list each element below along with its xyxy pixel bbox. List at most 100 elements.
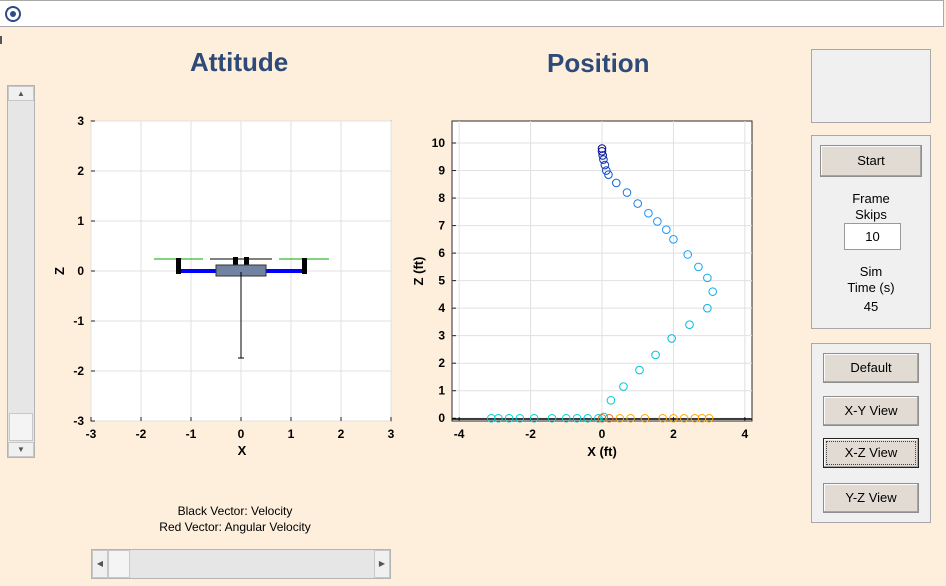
position-xtick-label: 0 — [599, 427, 606, 441]
rear-motor — [244, 257, 249, 274]
position-xtick-label: -2 — [525, 427, 536, 441]
position-ytick-label: 4 — [438, 301, 445, 315]
scroll-right-arrow-icon[interactable]: ▶ — [374, 550, 390, 578]
xy-view-button[interactable]: X-Y View — [823, 396, 919, 426]
trajectory-point — [599, 412, 609, 422]
horizontal-scrollbar[interactable]: ◀ ▶ — [91, 549, 391, 579]
trajectory-point — [597, 146, 607, 156]
trajectory-point — [597, 144, 607, 153]
frame-skips-label-1: Frame — [852, 191, 890, 206]
position-ytick-label: 3 — [438, 329, 445, 343]
trajectory-point — [694, 262, 703, 272]
ground-trace-right-point — [669, 413, 678, 423]
trajectory-point — [601, 166, 611, 175]
start-button[interactable]: Start — [820, 145, 922, 177]
attitude-xtick-label: -3 — [86, 427, 97, 441]
ground-trace-right-point — [626, 413, 635, 423]
position-ytick-label: 1 — [438, 384, 445, 398]
sim-time-label-1: Sim — [859, 264, 883, 279]
window-titlebar — [0, 0, 944, 27]
trajectory-point — [598, 151, 608, 160]
position-xtick-label: -4 — [454, 427, 465, 441]
attitude-ytick-label: 3 — [77, 114, 84, 128]
attitude-xtick-label: 2 — [338, 427, 345, 441]
frame-skips-label-2: Skips — [855, 207, 887, 222]
attitude-xtick-label: 1 — [288, 427, 295, 441]
attitude-xtick-label: 3 — [388, 427, 395, 441]
attitude-ylabel: Z — [52, 267, 67, 275]
ground-trace-left-point — [572, 413, 582, 423]
trajectory-point — [667, 334, 676, 343]
position-ylabel: Z (ft) — [411, 257, 426, 286]
scroll-down-arrow-icon[interactable]: ▼ — [8, 442, 34, 457]
ground-trace-left-point — [515, 413, 525, 423]
attitude-xtick-label: -2 — [136, 427, 147, 441]
position-ytick-label: 2 — [438, 356, 445, 370]
front-motor — [233, 257, 238, 269]
frame-skips-input[interactable]: 10 — [844, 223, 901, 250]
trajectory-point — [661, 225, 671, 235]
ground-trace-left-point — [529, 413, 539, 423]
trajectory-point — [635, 365, 644, 375]
app-logo-icon[interactable] — [4, 5, 22, 23]
attitude-grid — [90, 120, 392, 422]
trajectory-point — [644, 208, 653, 218]
attitude-ytick-label: -3 — [73, 414, 84, 428]
scroll-up-arrow-icon[interactable]: ▲ — [8, 86, 34, 101]
trajectory-point — [669, 235, 678, 244]
attitude-ytick-label: 1 — [77, 214, 84, 228]
top-empty-panel — [811, 49, 931, 123]
attitude-xlabel: X — [238, 443, 247, 458]
position-ytick-label: 0 — [438, 411, 445, 425]
trajectory-point — [685, 320, 694, 329]
position-grid — [452, 121, 752, 421]
trajectory-point — [599, 155, 608, 164]
trajectory-point — [703, 303, 712, 313]
position-xtick-label: 2 — [670, 427, 677, 441]
trajectory-point — [703, 273, 712, 283]
trajectory-point — [683, 250, 693, 259]
attitude-ytick-label: 0 — [77, 264, 84, 278]
attitude-ticks: -3 -2 -1 0 1 2 3 3 2 1 0 -1 -2 -3 — [73, 114, 394, 441]
xz-view-button[interactable]: X-Z View — [823, 438, 919, 468]
vertical-scrollbar[interactable]: ▲ ▼ — [7, 85, 35, 458]
ground-trace-left-point — [561, 413, 571, 423]
attitude-plot-area — [90, 120, 392, 422]
trajectory-point — [708, 287, 718, 296]
horizontal-scroll-thumb[interactable] — [108, 550, 130, 578]
ground-trace-right-point — [704, 413, 714, 423]
position-heading: Position — [547, 48, 650, 78]
ground-trace-right-point — [604, 413, 614, 423]
ground-trace-right-point — [640, 413, 650, 423]
position-xtick-label: 4 — [742, 427, 749, 441]
vertical-scroll-thumb[interactable] — [9, 413, 33, 441]
window-edge-marker — [0, 36, 2, 44]
right-motor — [302, 258, 307, 274]
sim-time-label-2: Time (s) — [847, 280, 895, 295]
attitude-ytick-label: -1 — [73, 314, 84, 328]
ground-trace-left-point — [547, 413, 557, 423]
yz-view-button[interactable]: Y-Z View — [823, 483, 919, 513]
ground-trace-left-point — [486, 413, 496, 423]
view-panel: Default X-Y View X-Z View Y-Z View — [811, 343, 931, 523]
position-ytick-label: 10 — [432, 136, 446, 150]
quad-body — [215, 264, 267, 277]
position-ytick-label: 7 — [438, 219, 445, 233]
trajectory-point — [611, 178, 621, 188]
attitude-xtick-label: 0 — [238, 427, 245, 441]
trajectory-point — [619, 382, 628, 391]
position-plot-area — [451, 120, 753, 422]
quadcopter-model — [154, 257, 329, 359]
trajectory-point — [600, 160, 610, 170]
attitude-ytick-label: 2 — [77, 164, 84, 178]
trajectory-point — [653, 217, 662, 226]
left-motor — [176, 258, 181, 274]
trajectory-point — [651, 350, 660, 360]
ground-trace-left-point — [594, 413, 603, 423]
ground-trace-left-point — [504, 413, 514, 423]
scroll-left-arrow-icon[interactable]: ◀ — [92, 550, 108, 578]
attitude-heading: Attitude — [190, 47, 289, 77]
ground-trace-right-point — [697, 413, 707, 423]
legend-velocity: Black Vector: Velocity — [177, 504, 293, 518]
default-view-button[interactable]: Default — [823, 353, 919, 383]
